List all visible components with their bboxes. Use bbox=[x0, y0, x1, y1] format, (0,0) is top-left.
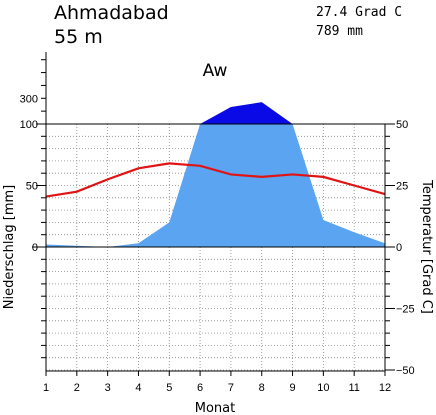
temp-tick-label: −50 bbox=[396, 365, 415, 377]
axes bbox=[32, 52, 395, 376]
precipitation-fill bbox=[46, 124, 385, 247]
precipitation-excess-fill bbox=[200, 102, 293, 124]
x-tick-label: 10 bbox=[317, 382, 329, 394]
mean-temperature: 27.4 Grad C bbox=[316, 5, 402, 20]
temp-tick-label: 0 bbox=[396, 242, 402, 254]
x-tick-label: 5 bbox=[166, 382, 172, 394]
climate-class: Aw bbox=[203, 61, 228, 81]
precipitation-area bbox=[46, 102, 385, 247]
annual-precipitation: 789 mm bbox=[316, 24, 363, 39]
x-tick-label: 2 bbox=[74, 382, 80, 394]
station-elevation: 55 m bbox=[54, 26, 103, 48]
temperature-line bbox=[45, 162, 386, 198]
precip-tick-label: 50 bbox=[26, 181, 38, 193]
x-tick-label: 4 bbox=[135, 382, 141, 394]
x-tick-label: 12 bbox=[379, 382, 391, 394]
precip-tick-label: 100 bbox=[20, 119, 38, 131]
right-axis-title: Temperatur [Grad C] bbox=[419, 179, 434, 314]
precip-tick-label: 300 bbox=[20, 93, 38, 105]
x-tick-label: 9 bbox=[289, 382, 295, 394]
temp-tick-label: 25 bbox=[396, 181, 408, 193]
x-tick-label: 7 bbox=[228, 382, 234, 394]
temperature-series bbox=[45, 162, 386, 198]
x-tick-label: 1 bbox=[43, 382, 49, 394]
left-axis-title: Niederschlag [mm] bbox=[2, 185, 17, 310]
x-tick-label: 8 bbox=[259, 382, 265, 394]
x-tick-label: 3 bbox=[105, 382, 111, 394]
x-axis-title: Monat bbox=[195, 401, 235, 415]
station-name: Ahmadabad bbox=[54, 2, 169, 24]
x-tick-label: 6 bbox=[197, 382, 203, 394]
x-tick-label: 11 bbox=[348, 382, 359, 394]
temp-tick-label: 50 bbox=[396, 119, 408, 131]
temp-tick-label: −25 bbox=[396, 304, 415, 316]
precip-tick-label: 0 bbox=[32, 242, 38, 254]
